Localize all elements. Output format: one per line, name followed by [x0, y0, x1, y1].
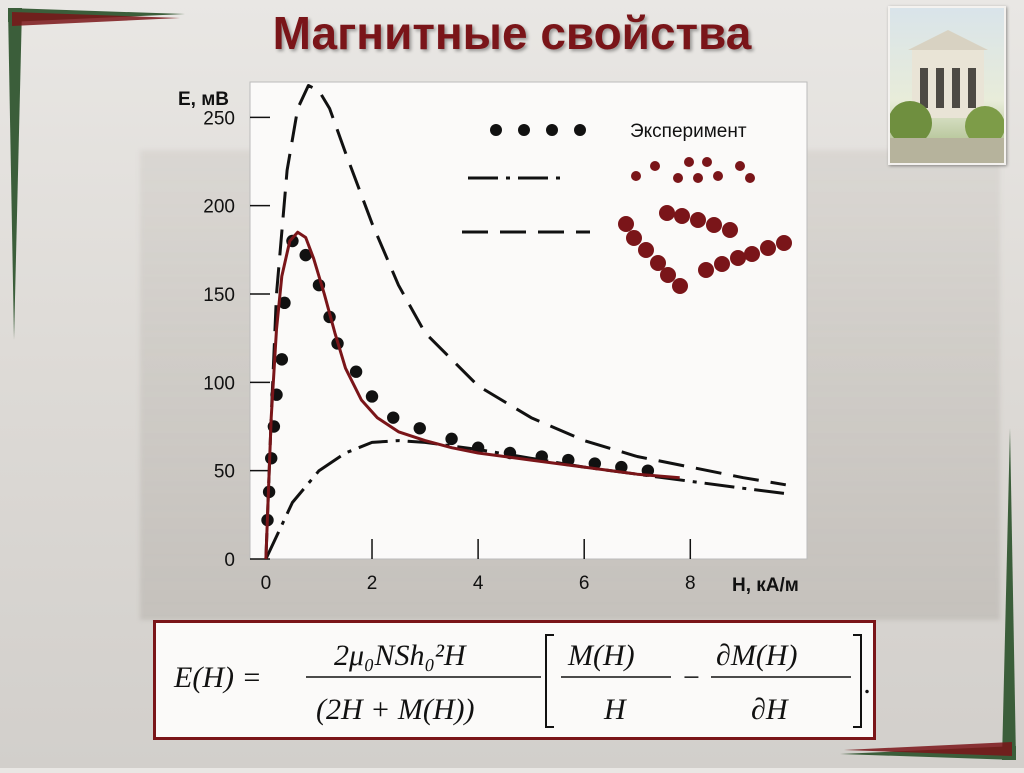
frame-corner-top-left — [8, 8, 185, 340]
formula-denominator: (2H + M(H)) — [316, 693, 475, 726]
formula-right-bracket — [853, 634, 862, 728]
legend-dot — [518, 124, 530, 136]
legend-decor-dot — [650, 255, 666, 271]
legend-experiment-label: Эксперимент — [630, 121, 747, 142]
legend-decor-dot — [690, 212, 706, 228]
x-tick-label: 0 — [261, 573, 272, 594]
legend-dot — [546, 124, 558, 136]
experiment-point — [387, 411, 400, 424]
legend-decor-dot — [776, 235, 792, 251]
legend-decor-dot — [713, 171, 723, 181]
legend-decor-dot — [631, 171, 641, 181]
legend-decor-dot — [673, 173, 683, 183]
experiment-point — [365, 390, 379, 403]
legend-decor-dot — [674, 208, 690, 224]
model-curve-dashdot — [264, 439, 786, 560]
model-curve-dashed — [264, 84, 787, 560]
experiment-point — [299, 248, 312, 262]
y-tick-label: 150 — [203, 285, 235, 306]
legend-decor-dot — [730, 250, 746, 266]
formula-minus: − — [681, 661, 701, 694]
legend-decor-dot — [650, 161, 660, 171]
x-tick-label: 4 — [473, 573, 484, 594]
legend-decor-dot — [760, 240, 776, 256]
legend-dots-sample — [490, 124, 586, 136]
y-axis-title: E, мВ — [178, 89, 229, 110]
frame-corner-bottom-right — [840, 428, 1016, 760]
legend-decor-dot — [735, 161, 745, 171]
legend-dot — [574, 124, 586, 136]
legend-decor-dot — [672, 278, 688, 294]
experiment-point — [445, 432, 458, 446]
legend-decor-dot — [618, 216, 634, 232]
experiment-point — [278, 296, 291, 310]
legend-decor-dot — [626, 230, 642, 246]
legend-decor-dot — [722, 222, 738, 238]
experiment-point — [275, 353, 289, 366]
formula-lhs: E(H) = — [173, 661, 262, 694]
legend-decor-dot — [659, 205, 675, 221]
formula-fraction1-num: M(H) — [567, 639, 635, 672]
formula-box: E(H) = 2μ₀NSh₀²H (2H + M(H)) M(H) H − ∂M… — [153, 620, 876, 740]
legend-decor-dot — [693, 173, 703, 183]
legend-decor-dot — [684, 157, 694, 167]
building-thumbnail — [888, 6, 1006, 165]
formula-numerator: 2μ₀NSh₀²H — [334, 639, 468, 672]
y-tick-label: 250 — [203, 108, 235, 129]
y-tick-label: 50 — [214, 462, 235, 483]
legend-decor-dot — [706, 217, 722, 233]
page-title: Магнитные свойства — [272, 7, 752, 59]
legend-decor-dot — [714, 256, 730, 272]
x-tick-label: 6 — [579, 573, 590, 594]
legend-decor-dot — [745, 173, 755, 183]
y-tick-label: 100 — [203, 373, 235, 394]
legend-decor-dot — [744, 246, 760, 262]
y-tick-label: 200 — [203, 197, 235, 218]
formula-period: . — [864, 667, 872, 700]
y-tick-label: 0 — [224, 550, 235, 571]
x-tick-label: 8 — [685, 573, 696, 594]
legend-decor-dot — [702, 157, 712, 167]
formula-fraction2-den: ∂H — [751, 693, 790, 726]
model-curve-solid — [264, 230, 680, 560]
x-axis-title: H, кА/м — [732, 575, 799, 596]
legend-decor-dot — [660, 267, 676, 283]
legend-decor-dot — [638, 242, 654, 258]
experiment-point — [349, 365, 363, 378]
plot-area — [249, 81, 808, 560]
legend-decor-dot — [698, 262, 714, 278]
legend-dot — [490, 124, 502, 136]
formula-left-bracket — [545, 634, 554, 728]
x-tick-label: 2 — [367, 573, 378, 594]
experiment-point — [413, 422, 426, 435]
formula-fraction2-num: ∂M(H) — [716, 639, 797, 672]
formula-fraction1-den: H — [603, 693, 628, 726]
